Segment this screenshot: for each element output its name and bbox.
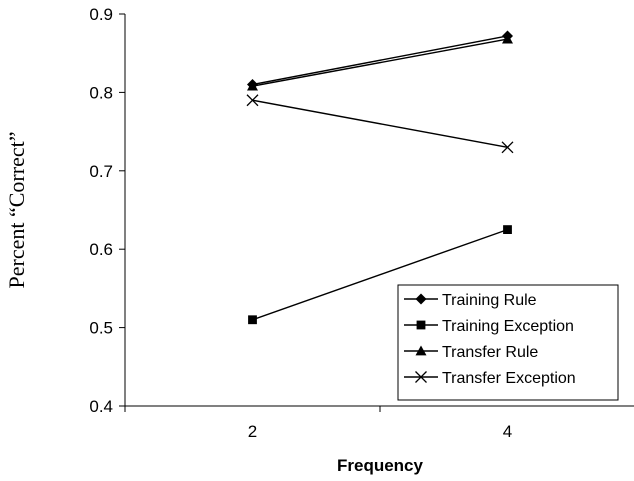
series-line <box>252 38 508 87</box>
x-marker <box>501 141 514 154</box>
x-marker-stroke <box>246 94 259 107</box>
legend-item: Transfer Rule <box>404 344 538 361</box>
legend-item: Transfer Exception <box>404 370 576 387</box>
triangle-marker <box>415 345 427 356</box>
series-layer <box>246 30 514 325</box>
legend-label: Training Exception <box>442 318 574 335</box>
legend: Training Rule Training Exception Transfer … <box>397 284 619 401</box>
legend-label: Training Rule <box>442 292 537 309</box>
x-tick-label: 4 <box>503 422 512 441</box>
x-marker <box>246 94 259 107</box>
triangle-marker <box>502 33 513 44</box>
square-marker <box>503 225 512 234</box>
series-line <box>252 35 508 86</box>
y-tick-label: 0.6 <box>89 240 113 259</box>
legend-items: Training Rule Training Exception Transfer … <box>404 292 576 387</box>
triangle-marker <box>247 80 258 91</box>
legend-label: Transfer Rule <box>442 344 538 361</box>
x-marker <box>415 371 427 383</box>
legend-box <box>397 284 619 401</box>
x-axis-label: Frequency <box>337 456 424 475</box>
legend-item: Training Exception <box>404 318 574 335</box>
legend-item: Training Rule <box>404 292 537 309</box>
x-marker-stroke <box>501 141 514 154</box>
x-marker-stroke <box>415 371 427 383</box>
y-tick-label: 0.8 <box>89 83 113 102</box>
y-axis-ticks: 0.4 0.5 0.6 0.7 0.8 0.9 <box>89 5 125 416</box>
y-tick-label: 0.4 <box>89 397 113 416</box>
square-marker <box>248 315 257 325</box>
y-tick-label: 0.9 <box>89 5 113 24</box>
series-line <box>252 228 508 321</box>
legend-label: Transfer Exception <box>442 370 576 387</box>
square-marker <box>416 320 426 330</box>
y-tick-label: 0.7 <box>89 162 113 181</box>
x-tick-label: 2 <box>248 422 257 441</box>
y-tick-label: 0.5 <box>89 319 113 338</box>
series-line <box>252 99 508 148</box>
y-axis-label: Percent “Correct” <box>4 132 29 289</box>
diamond-marker <box>415 293 427 305</box>
